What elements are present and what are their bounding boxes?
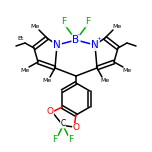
Text: N: N xyxy=(91,40,99,50)
Text: Me: Me xyxy=(30,24,40,29)
Text: F: F xyxy=(52,135,58,144)
Text: O: O xyxy=(73,123,79,133)
Text: B: B xyxy=(73,35,79,45)
Text: F: F xyxy=(85,17,91,26)
Text: N: N xyxy=(53,40,61,50)
Text: C: C xyxy=(60,119,66,128)
Text: Et: Et xyxy=(18,36,24,41)
Text: ⁻: ⁻ xyxy=(77,31,81,40)
Text: ⁺: ⁺ xyxy=(97,36,101,45)
Text: F: F xyxy=(69,135,74,144)
Text: Me: Me xyxy=(100,78,110,83)
Text: Me: Me xyxy=(20,69,30,74)
Text: O: O xyxy=(47,107,54,116)
Text: Me: Me xyxy=(112,24,122,29)
Text: Me: Me xyxy=(122,69,132,74)
Text: F: F xyxy=(61,17,67,26)
Text: Me: Me xyxy=(42,78,52,83)
